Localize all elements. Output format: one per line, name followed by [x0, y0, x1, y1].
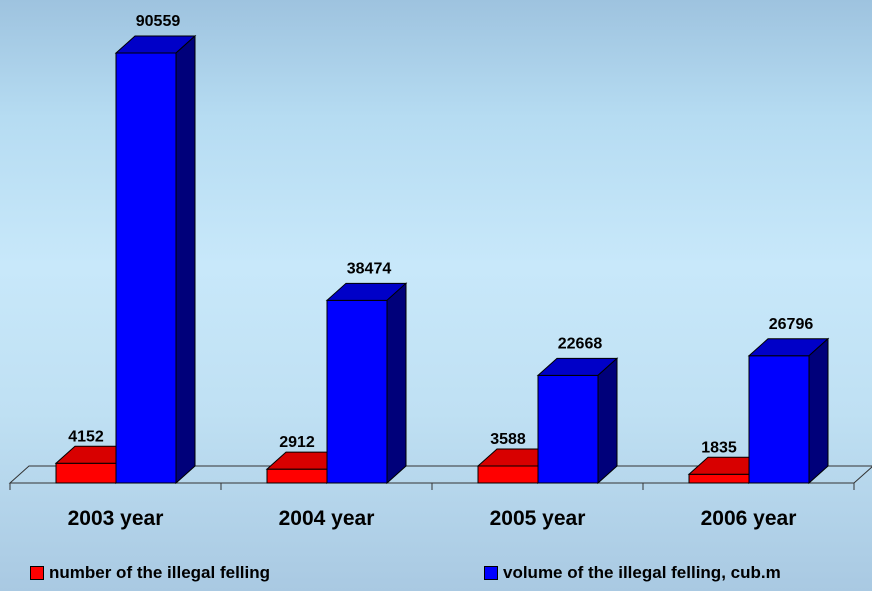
bar-volume-3 — [747, 337, 830, 485]
bar-number-front — [266, 468, 328, 484]
x-tick-label: 2005 year — [490, 507, 586, 530]
bar-number-front — [688, 473, 750, 484]
bar-volume-front — [115, 52, 177, 484]
data-label-number: 4152 — [68, 428, 104, 445]
bar-volume-side — [175, 34, 196, 485]
bar-volume-front — [326, 299, 388, 484]
bar-number-front — [55, 462, 117, 484]
data-label-number: 2912 — [279, 434, 315, 451]
x-tick-label: 2004 year — [279, 507, 375, 530]
legend-label-volume: volume of the illegal felling, cub.m — [503, 563, 781, 582]
legend-item-number: number of the illegal felling — [30, 563, 270, 583]
legend-swatch-number — [30, 566, 44, 580]
data-label-number: 1835 — [701, 439, 737, 456]
bar-volume-front — [748, 355, 810, 484]
data-label-number: 3588 — [490, 431, 526, 448]
x-tick-label: 2006 year — [701, 507, 797, 530]
bar-volume-0 — [114, 34, 197, 485]
data-label-volume: 26796 — [769, 316, 814, 333]
bar-volume-1 — [325, 282, 408, 485]
data-label-volume: 90559 — [136, 13, 181, 30]
bar-volume-2 — [536, 357, 619, 485]
bar-volume-side — [597, 357, 618, 485]
legend-swatch-volume — [484, 566, 498, 580]
data-label-volume: 22668 — [558, 335, 603, 352]
bar-volume-side — [386, 282, 407, 485]
legend-item-volume: volume of the illegal felling, cub.m — [484, 563, 781, 583]
data-label-volume: 38474 — [347, 260, 392, 277]
legend-label-number: number of the illegal felling — [49, 563, 271, 582]
bar-number-front — [477, 465, 539, 484]
bar-volume-side — [808, 337, 829, 485]
bar-volume-front — [537, 374, 599, 484]
x-tick-label: 2003 year — [68, 507, 164, 530]
